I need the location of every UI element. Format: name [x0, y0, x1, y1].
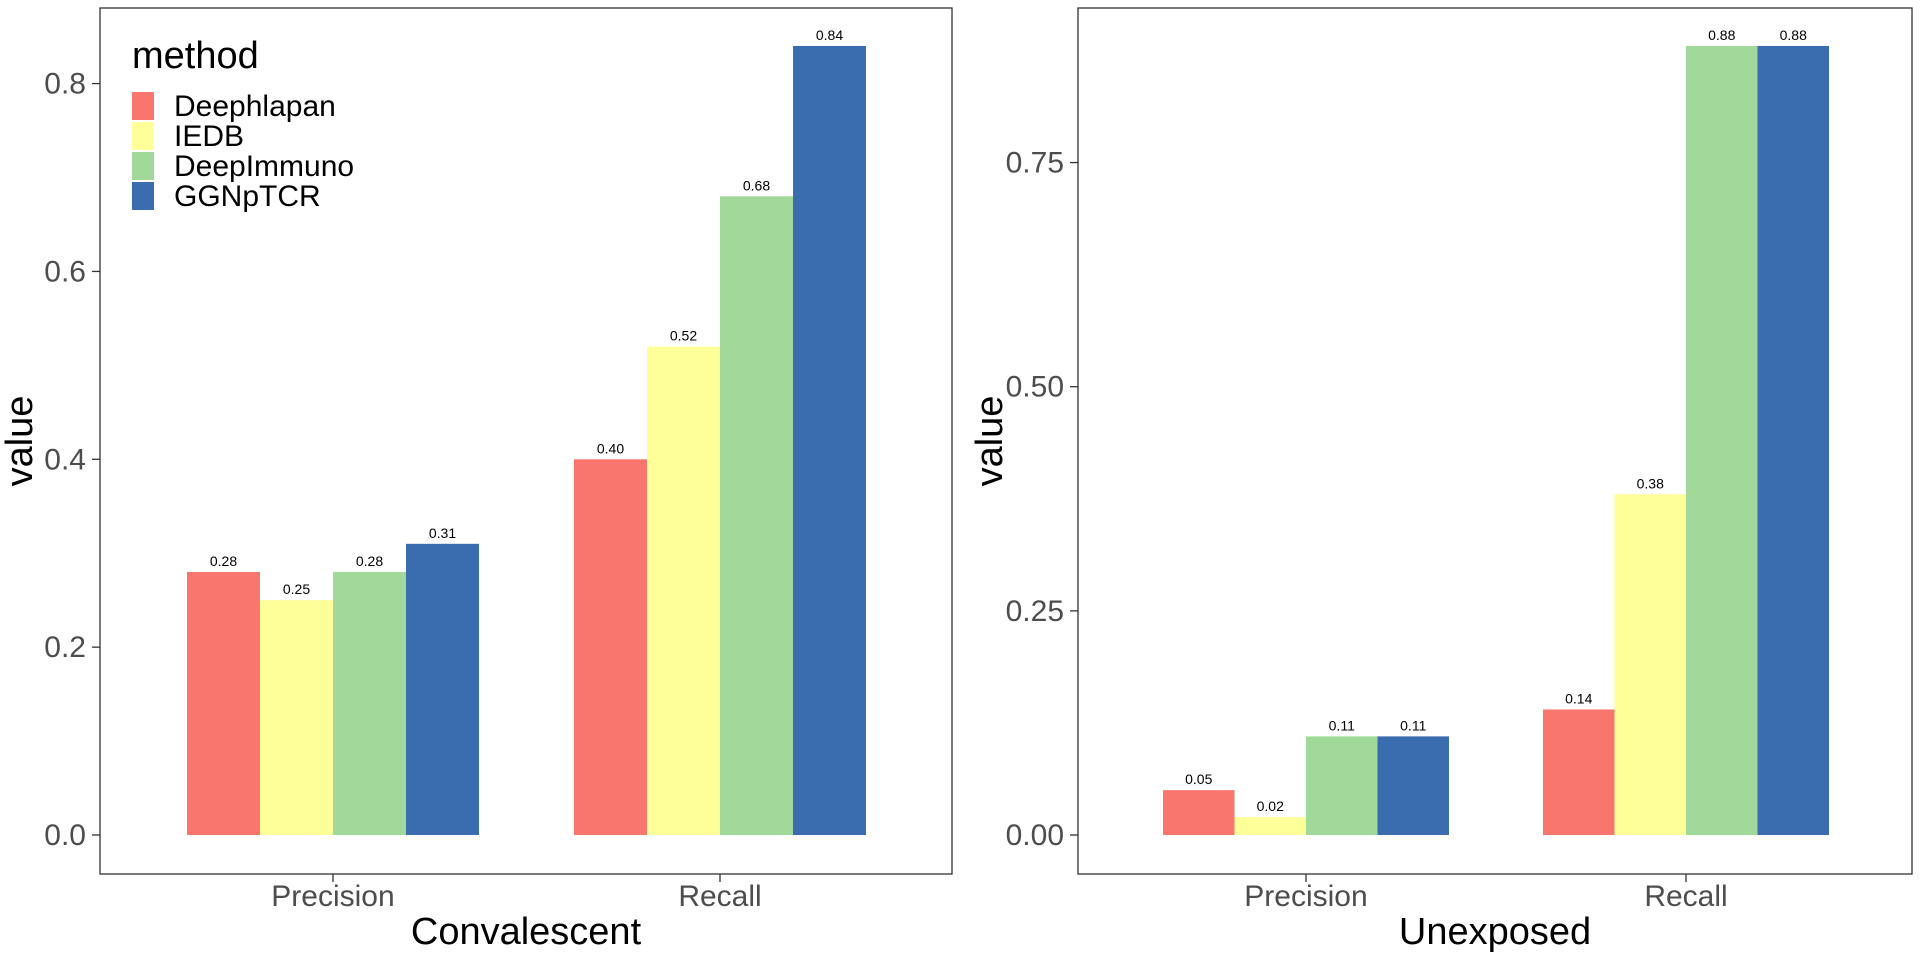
y-tick-label: 0.6	[44, 255, 86, 288]
bar-ggnptcr-recall	[793, 46, 866, 835]
bar-value-label: 0.38	[1637, 475, 1664, 491]
x-tick-label-precision: Precision	[1244, 880, 1367, 913]
bar-value-label: 0.05	[1185, 771, 1212, 787]
bar-deephlapan-recall	[574, 459, 647, 835]
bar-deephlapan-recall	[1543, 709, 1615, 835]
bar-value-label: 0.28	[356, 553, 383, 569]
bar-deepimmuno-precision	[1306, 736, 1378, 835]
bar-iedb-precision	[1234, 817, 1306, 835]
bar-deephlapan-precision	[1163, 790, 1235, 835]
bar-ggnptcr-recall	[1757, 46, 1829, 835]
legend-label-deepimmuno: DeepImmuno	[174, 150, 354, 183]
x-axis-title: Convalescent	[411, 911, 642, 953]
bar-value-label: 0.84	[816, 27, 843, 43]
x-axis-title: Unexposed	[1399, 911, 1591, 953]
bar-value-label: 0.11	[1329, 717, 1355, 733]
y-axis-title: value	[0, 396, 41, 487]
legend-swatch-deepimmuno	[132, 152, 154, 180]
x-tick-label-recall: Recall	[678, 880, 761, 913]
y-tick-label: 0.75	[1006, 147, 1064, 180]
y-tick-label: 0.00	[1006, 819, 1064, 852]
bar-value-label: 0.31	[429, 525, 456, 541]
bar-value-label: 0.11	[1400, 717, 1426, 733]
y-tick-label: 0.2	[44, 631, 86, 664]
legend-swatch-ggnptcr	[132, 182, 154, 210]
y-tick-label: 0.0	[44, 819, 86, 852]
panel-border	[1077, 7, 1913, 875]
legend-label-ggnptcr: GGNpTCR	[174, 180, 321, 213]
y-tick-label: 0.25	[1006, 595, 1064, 628]
legend-swatch-iedb	[132, 122, 154, 150]
bar-value-label: 0.02	[1257, 798, 1284, 814]
y-axis-title: value	[969, 396, 1011, 487]
legend-swatch-deephlapan	[132, 92, 154, 120]
x-tick-label-recall: Recall	[1644, 880, 1727, 913]
bar-value-label: 0.88	[1708, 27, 1735, 43]
bar-value-label: 0.14	[1565, 690, 1592, 706]
bar-deepimmuno-precision	[333, 572, 406, 835]
bar-iedb-recall	[1614, 494, 1686, 835]
y-tick-label: 0.4	[44, 443, 86, 476]
legend-label-iedb: IEDB	[174, 120, 244, 153]
bar-deepimmuno-recall	[1686, 46, 1758, 835]
bar-value-label: 0.40	[597, 440, 624, 456]
panel-convalescent: 0.0 0.2 0.4 0.6 0.8 0.28 0.25 0.28 0.31 0.40 0.52 0…	[0, 7, 953, 953]
bar-value-label: 0.88	[1780, 27, 1807, 43]
bar-deepimmuno-recall	[720, 196, 793, 836]
x-tick-label-precision: Precision	[271, 880, 394, 913]
bar-iedb-precision	[260, 600, 333, 835]
bar-ggnptcr-precision	[406, 543, 479, 835]
bar-value-label: 0.25	[283, 581, 310, 597]
bar-value-label: 0.28	[210, 553, 237, 569]
y-tick-label: 0.8	[44, 68, 86, 101]
bar-value-label: 0.68	[743, 177, 770, 193]
legend-label-deephlapan: Deephlapan	[174, 90, 336, 123]
legend-title: method	[132, 35, 259, 77]
y-tick-label: 0.50	[1006, 371, 1064, 404]
bar-iedb-recall	[647, 346, 720, 835]
panel-unexposed: 0.00 0.25 0.50 0.75 0.05 0.02 0.11 0.11 0.14 0.38…	[969, 7, 1913, 953]
panel-border	[99, 7, 953, 875]
bar-ggnptcr-precision	[1377, 736, 1449, 835]
bar-value-label: 0.52	[670, 328, 697, 344]
bar-deephlapan-precision	[187, 572, 260, 835]
